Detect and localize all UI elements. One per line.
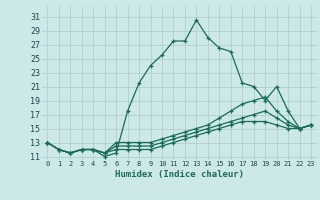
X-axis label: Humidex (Indice chaleur): Humidex (Indice chaleur) — [115, 170, 244, 179]
